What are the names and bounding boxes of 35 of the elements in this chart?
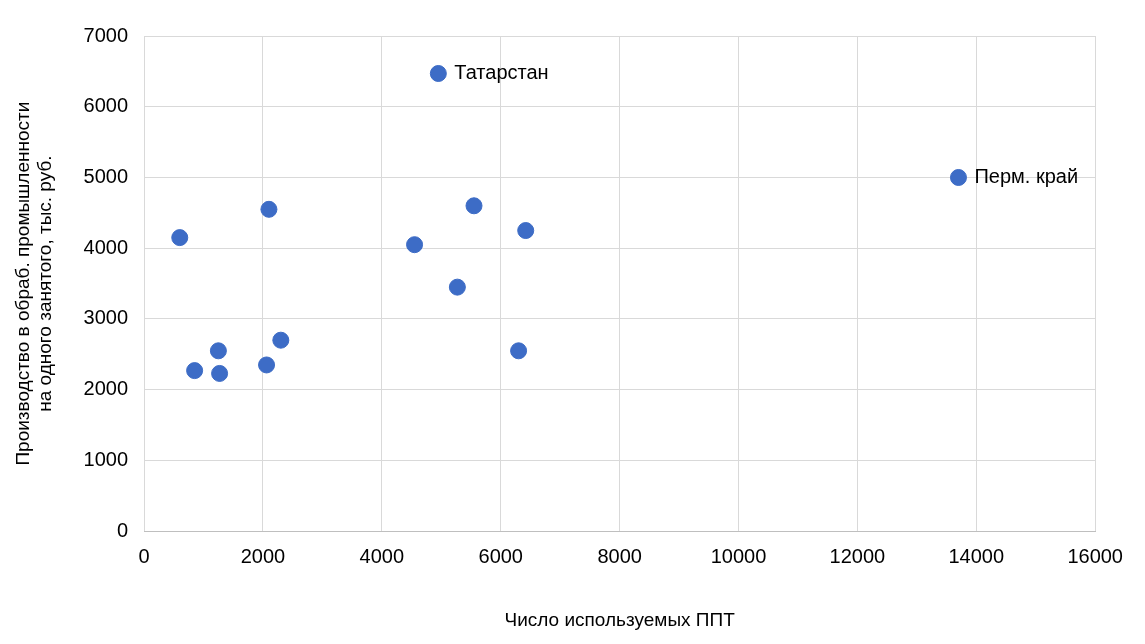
y-tick-label: 4000 <box>83 235 129 258</box>
point <box>186 362 204 380</box>
annotation: Перм. край <box>974 165 1079 187</box>
point <box>258 356 276 374</box>
x-tick-label: 2000 <box>240 544 286 567</box>
point <box>949 168 967 186</box>
point <box>272 331 290 349</box>
point <box>406 236 424 254</box>
y-tick-label: 3000 <box>83 306 129 329</box>
y-tick-label: 7000 <box>83 23 129 46</box>
point <box>429 64 447 82</box>
y-tick-label: 2000 <box>83 377 129 400</box>
y-tick-label: 1000 <box>83 447 129 470</box>
point <box>510 342 528 360</box>
x-tick-label: 8000 <box>597 544 642 567</box>
point <box>260 200 278 218</box>
x-tick-label: 14000 <box>948 544 1005 567</box>
x-tick-label: 16000 <box>1067 544 1123 567</box>
x-tick-label: 0 <box>138 544 150 567</box>
point <box>517 222 535 240</box>
point <box>465 197 483 215</box>
x-tick-label: 6000 <box>478 544 523 567</box>
y-tick-label: 0 <box>116 518 129 541</box>
x-tick-label: 12000 <box>829 544 886 567</box>
y-tick-label: 6000 <box>83 94 129 117</box>
x-tick-label: 4000 <box>359 544 405 567</box>
point <box>171 229 189 247</box>
point <box>211 364 229 382</box>
y-axis-title: Производство в обраб. промышленности на одного занятого, тыс. руб. <box>11 101 56 466</box>
x-axis-title: Число используемых ППТ <box>504 608 736 630</box>
point <box>448 278 466 296</box>
point <box>209 342 227 360</box>
annotation: Татарстан <box>454 61 549 84</box>
y-tick-label: 5000 <box>83 165 129 187</box>
x-tick-label: 10000 <box>710 544 767 567</box>
